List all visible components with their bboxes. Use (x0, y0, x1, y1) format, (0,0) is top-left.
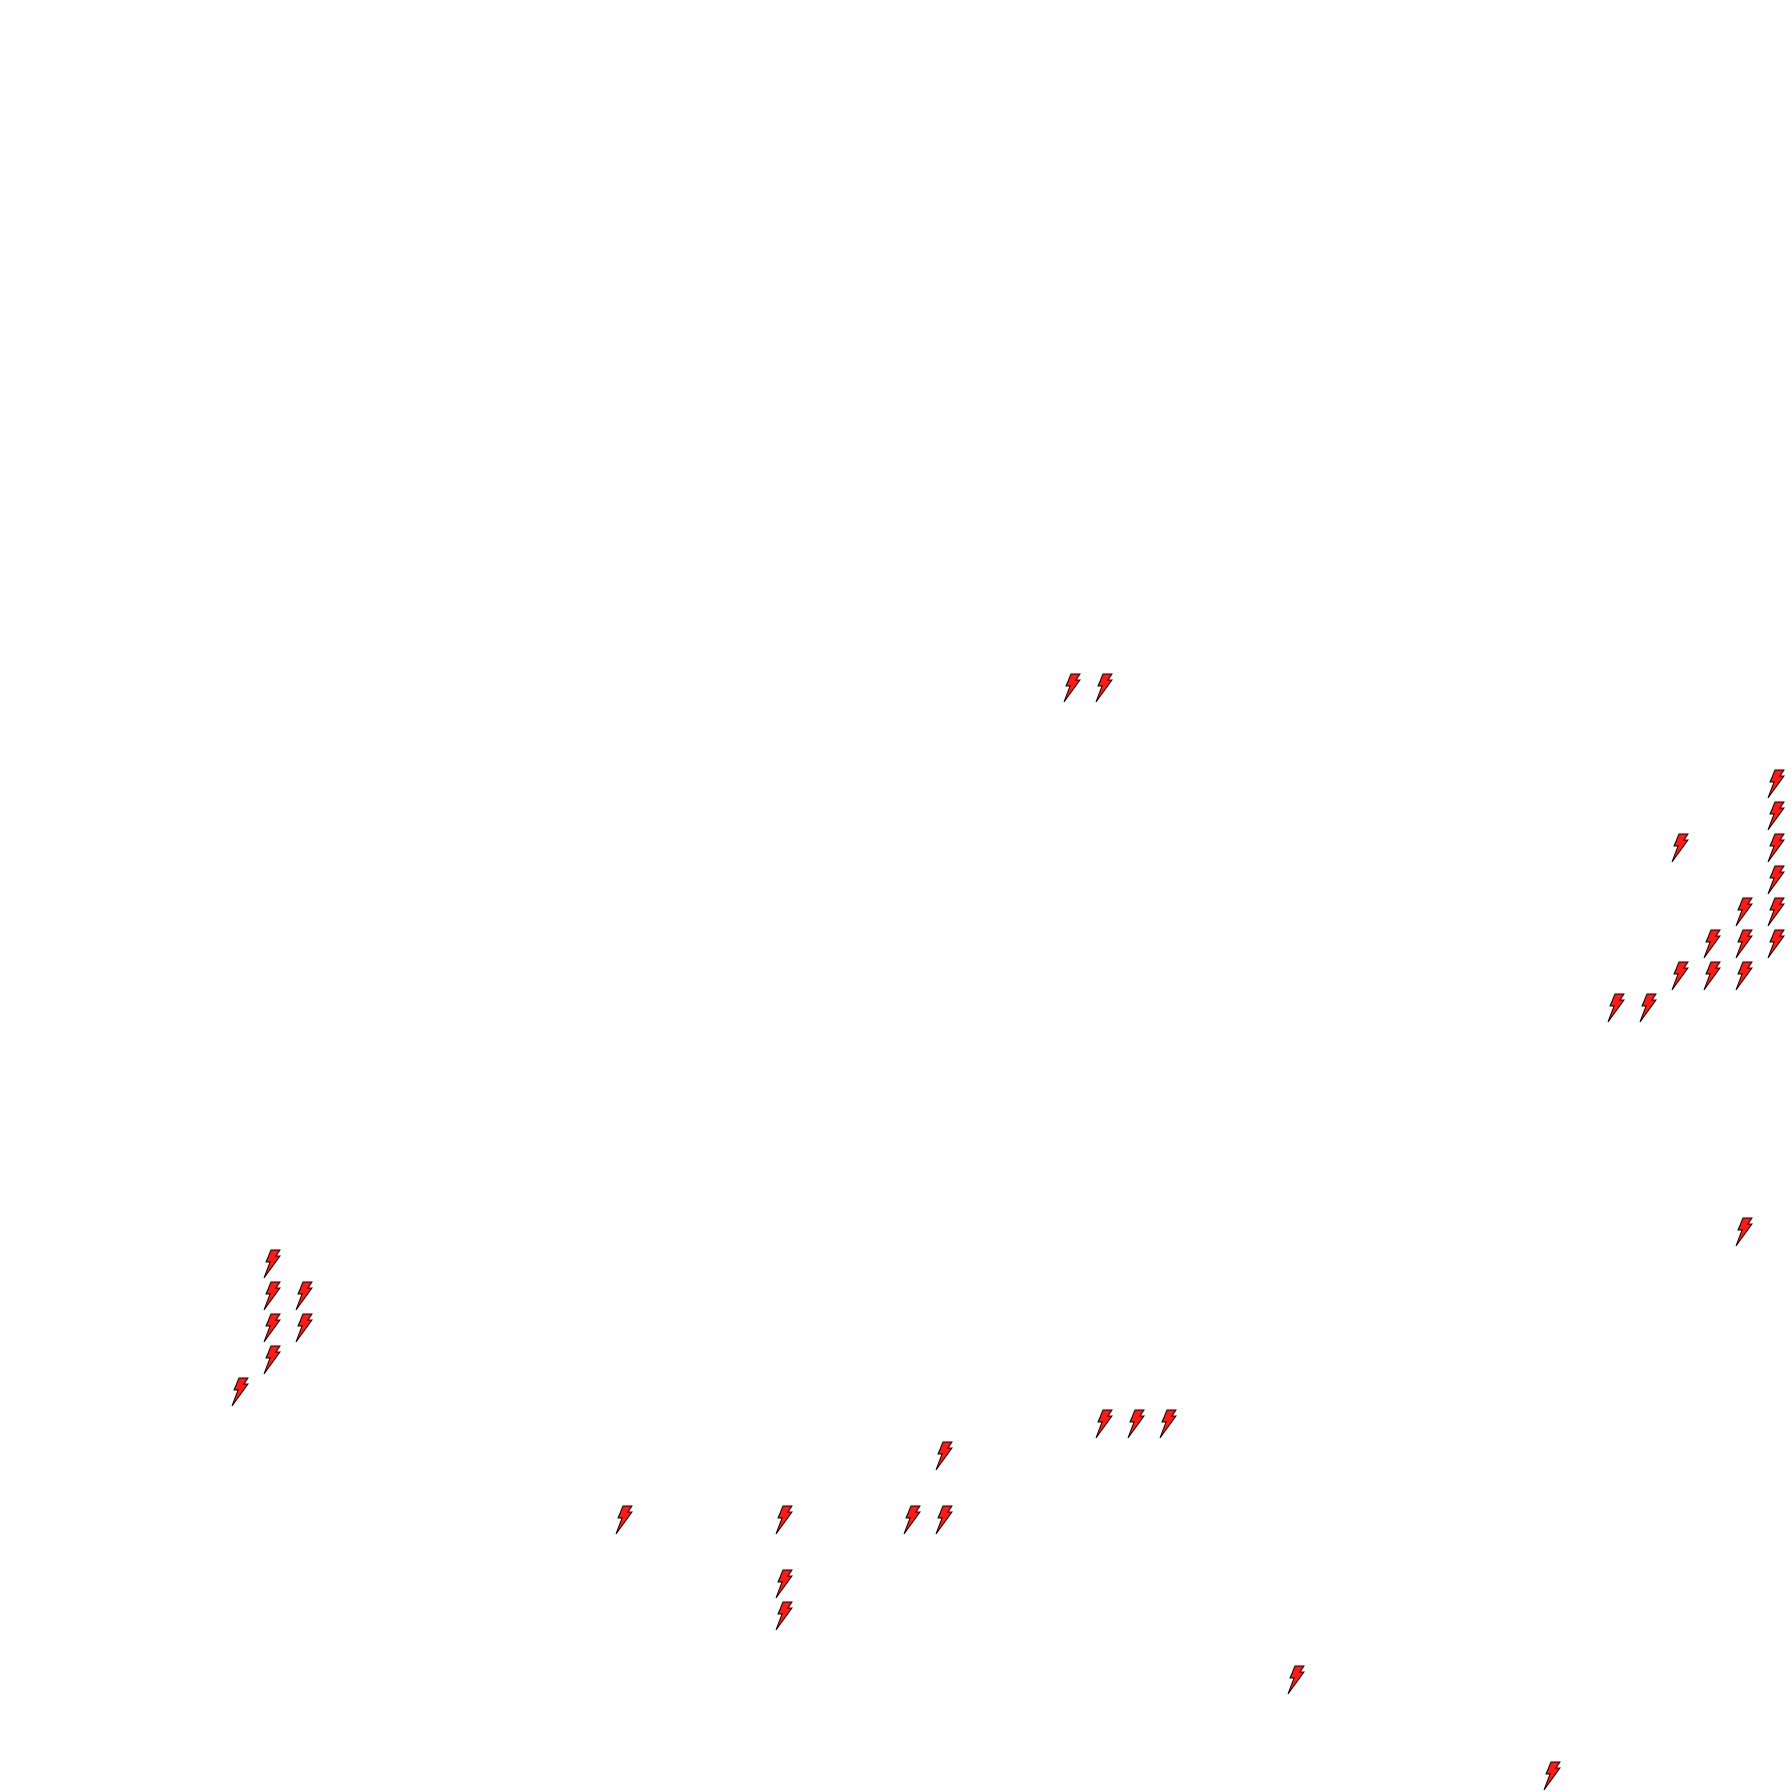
map-marker[interactable] (903, 1505, 921, 1535)
lightning-bolt-icon (1063, 673, 1081, 703)
lightning-bolt-icon (1095, 1409, 1113, 1439)
lightning-bolt-icon (1735, 929, 1753, 959)
lightning-bolt-icon (775, 1569, 793, 1599)
map-marker[interactable] (1767, 801, 1785, 831)
lightning-bolt-icon (295, 1281, 313, 1311)
map-marker[interactable] (615, 1505, 633, 1535)
lightning-bolt-icon (231, 1377, 249, 1407)
map-marker[interactable] (1767, 769, 1785, 799)
map-marker[interactable] (295, 1281, 313, 1311)
map-marker[interactable] (263, 1281, 281, 1311)
map-marker[interactable] (295, 1313, 313, 1343)
lightning-bolt-icon (263, 1313, 281, 1343)
map-marker[interactable] (1703, 961, 1721, 991)
lightning-bolt-icon (1671, 833, 1689, 863)
map-marker[interactable] (775, 1505, 793, 1535)
map-marker[interactable] (1735, 961, 1753, 991)
map-marker[interactable] (1671, 961, 1689, 991)
lightning-bolt-icon (1607, 993, 1625, 1023)
lightning-bolt-icon (1159, 1409, 1177, 1439)
map-marker[interactable] (775, 1569, 793, 1599)
lightning-bolt-icon (1767, 833, 1785, 863)
map-marker[interactable] (263, 1345, 281, 1375)
lightning-bolt-icon (1767, 897, 1785, 927)
lightning-bolt-icon (1543, 1761, 1561, 1791)
map-marker[interactable] (1767, 897, 1785, 927)
map-marker[interactable] (263, 1249, 281, 1279)
lightning-bolt-icon (263, 1345, 281, 1375)
map-marker[interactable] (1735, 929, 1753, 959)
lightning-bolt-icon (1735, 1217, 1753, 1247)
map-marker[interactable] (1127, 1409, 1145, 1439)
lightning-bolt-icon (263, 1249, 281, 1279)
map-marker[interactable] (1159, 1409, 1177, 1439)
lightning-bolt-icon (1639, 993, 1657, 1023)
lightning-bolt-icon (263, 1281, 281, 1311)
lightning-bolt-icon (1735, 961, 1753, 991)
map-marker[interactable] (1735, 897, 1753, 927)
lightning-bolt-icon (935, 1505, 953, 1535)
lightning-bolt-icon (1767, 769, 1785, 799)
lightning-bolt-icon (615, 1505, 633, 1535)
lightning-bolt-icon (1703, 929, 1721, 959)
lightning-bolt-icon (1287, 1665, 1305, 1695)
lightning-bolt-icon (1127, 1409, 1145, 1439)
map-marker[interactable] (935, 1441, 953, 1471)
map-marker[interactable] (935, 1505, 953, 1535)
map-marker[interactable] (1287, 1665, 1305, 1695)
lightning-bolt-icon (1671, 961, 1689, 991)
lightning-bolt-icon (775, 1601, 793, 1631)
map-marker[interactable] (1767, 833, 1785, 863)
map-marker[interactable] (1735, 1217, 1753, 1247)
map-marker[interactable] (1671, 833, 1689, 863)
map-marker[interactable] (1703, 929, 1721, 959)
lightning-bolt-icon (903, 1505, 921, 1535)
map-marker[interactable] (1543, 1761, 1561, 1791)
map-marker[interactable] (775, 1601, 793, 1631)
map-marker[interactable] (1767, 929, 1785, 959)
lightning-bolt-icon (1735, 897, 1753, 927)
lightning-bolt-icon (1095, 673, 1113, 703)
map-marker[interactable] (1095, 1409, 1113, 1439)
lightning-bolt-icon (1767, 929, 1785, 959)
map-marker[interactable] (1639, 993, 1657, 1023)
map-marker[interactable] (231, 1377, 249, 1407)
lightning-bolt-icon (775, 1505, 793, 1535)
map-marker[interactable] (263, 1313, 281, 1343)
map-marker[interactable] (1063, 673, 1081, 703)
map-marker[interactable] (1607, 993, 1625, 1023)
map-marker[interactable] (1095, 673, 1113, 703)
lightning-bolt-icon (1703, 961, 1721, 991)
lightning-bolt-icon (1767, 801, 1785, 831)
lightning-bolt-icon (295, 1313, 313, 1343)
lightning-bolt-icon (935, 1441, 953, 1471)
lightning-bolt-icon (1767, 865, 1785, 895)
map-marker[interactable] (1767, 865, 1785, 895)
